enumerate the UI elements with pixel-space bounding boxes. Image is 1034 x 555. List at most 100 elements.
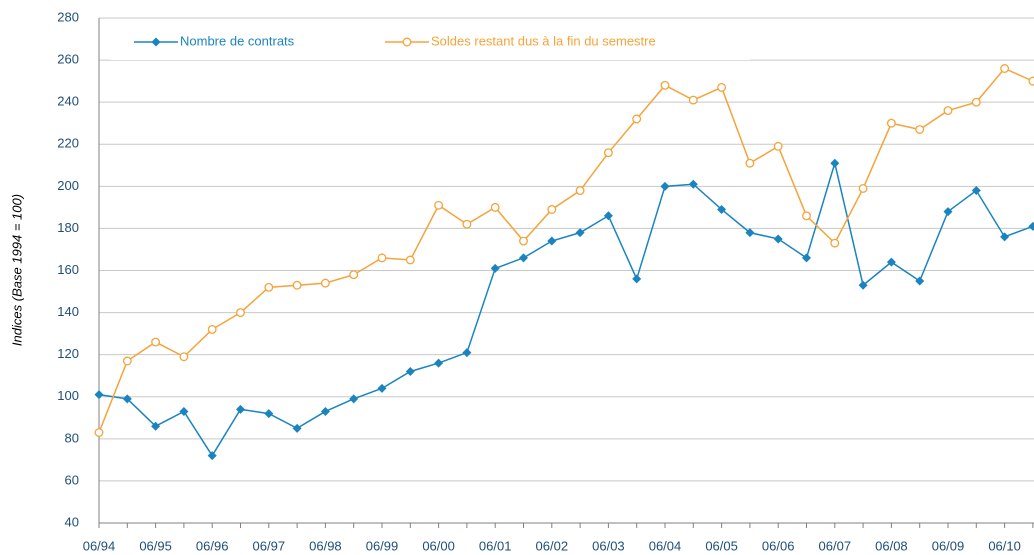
data-point (519, 236, 528, 246)
x-tick-label: 06/99 (366, 538, 399, 553)
data-point (773, 141, 783, 151)
data-point (94, 428, 104, 437)
data-point (151, 421, 161, 431)
data-point (1000, 232, 1010, 242)
data-point (490, 202, 500, 212)
data-point (943, 106, 953, 116)
x-tick-label: 06/96 (196, 538, 229, 553)
data-point (547, 236, 557, 246)
data-point (94, 390, 104, 400)
data-point (292, 280, 302, 290)
data-point (292, 423, 302, 433)
data-point (264, 282, 274, 292)
data-point (151, 337, 161, 347)
data-point (802, 211, 811, 221)
data-point (320, 278, 330, 288)
data-point (236, 404, 245, 414)
y-tick-label: 240 (57, 94, 79, 109)
data-point (915, 276, 925, 286)
data-point (858, 183, 868, 193)
data-point (971, 97, 981, 107)
x-tick-label: 06/97 (253, 538, 286, 553)
x-tick-label: 06/04 (649, 538, 682, 553)
data-point (179, 352, 189, 362)
data-point (207, 324, 217, 334)
data-point (462, 348, 472, 358)
data-point (603, 148, 613, 158)
y-tick-label: 40 (65, 514, 79, 529)
data-point (405, 367, 415, 376)
data-point (1028, 221, 1034, 231)
data-point (179, 406, 189, 416)
x-tick-label: 06/02 (536, 538, 569, 553)
legend-label: Nombre de contrats (180, 33, 295, 48)
data-point (377, 383, 387, 393)
series-line (98, 67, 1034, 433)
data-point (434, 200, 444, 210)
data-point (349, 394, 359, 404)
data-point (943, 207, 953, 217)
data-point (632, 114, 642, 124)
x-tick-label: 06/10 (988, 538, 1021, 553)
data-point (575, 228, 585, 238)
data-point (773, 234, 783, 244)
legend-box (110, 26, 750, 60)
y-tick-label: 120 (57, 346, 79, 361)
data-point (886, 257, 896, 267)
series-line (98, 160, 1034, 458)
y-tick-label: 280 (57, 9, 79, 24)
data-point (660, 181, 670, 191)
data-point (547, 205, 557, 214)
x-tick-label: 06/07 (819, 538, 852, 553)
data-point (349, 270, 359, 280)
data-point (745, 228, 755, 238)
y-tick-label: 260 (57, 52, 79, 67)
y-tick-label: 140 (57, 304, 79, 319)
data-point (320, 406, 330, 416)
data-point (490, 263, 500, 273)
x-tick-label: 06/95 (139, 538, 172, 553)
data-point (688, 95, 698, 105)
data-point (1000, 64, 1010, 73)
data-point (603, 211, 613, 221)
data-point (1028, 76, 1034, 86)
y-tick-label: 200 (57, 178, 79, 193)
data-point (575, 186, 585, 195)
x-tick-label: 06/03 (592, 538, 625, 553)
legend-marker (402, 37, 412, 47)
data-point (207, 451, 217, 461)
y-tick-label: 220 (57, 136, 79, 151)
data-point (236, 308, 245, 318)
x-tick-label: 06/09 (932, 538, 965, 553)
data-point (802, 253, 811, 263)
x-tick-label: 06/08 (875, 538, 908, 553)
data-point (745, 158, 755, 168)
data-point (886, 118, 896, 128)
x-tick-label: 06/05 (705, 538, 738, 553)
data-point (915, 125, 925, 134)
y-tick-label: 60 (65, 472, 79, 487)
data-point (122, 394, 132, 404)
data-point (660, 80, 670, 90)
x-tick-label: 06/94 (83, 538, 116, 553)
data-point (519, 253, 528, 263)
y-tick-label: 180 (57, 220, 79, 235)
data-point (462, 219, 472, 229)
data-point (405, 255, 415, 265)
data-point (971, 186, 981, 196)
data-point (717, 204, 727, 214)
data-point (858, 280, 868, 290)
legend-marker (151, 37, 161, 47)
x-tick-label: 06/98 (309, 538, 342, 553)
data-point (830, 238, 840, 248)
data-point (377, 253, 387, 263)
data-point (434, 358, 444, 368)
data-point (632, 274, 642, 284)
data-point (122, 356, 132, 366)
data-point (264, 409, 274, 419)
legend-label: Soldes restant dus à la fin du semestre (431, 33, 656, 48)
y-tick-label: 80 (65, 430, 79, 445)
y-tick-label: 100 (57, 388, 79, 403)
x-tick-label: 06/01 (479, 538, 512, 553)
